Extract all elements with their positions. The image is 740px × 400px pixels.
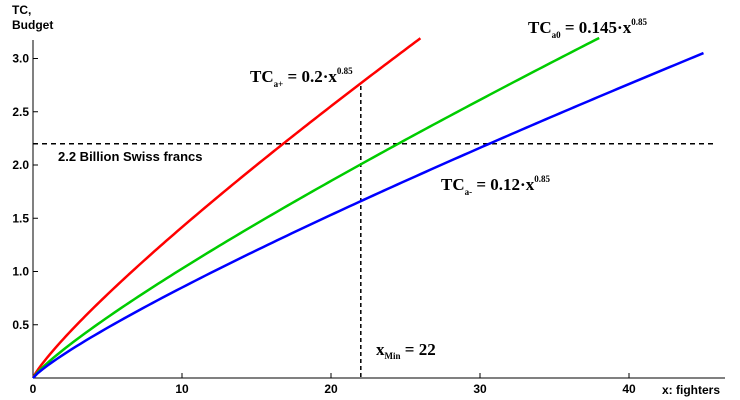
series-green-label-sub: a0 [552,30,562,40]
series-line-1 [32,36,600,379]
series-red-label-main: TC [250,67,274,86]
series-red-label: TCa+ = 0.2·x0.85 [250,66,353,89]
x-tick-label: 30 [473,382,487,396]
x-axis-label: x: fighters [662,383,720,397]
series-green-label: TCa0 = 0.145·x0.85 [528,17,647,40]
series-blue-label-sup: 0.85 [534,174,550,184]
y-tick-label: 2.0 [12,158,29,172]
series-lines [31,36,704,379]
tick-group: 0 10 20 30 40 0.5 1.0 1.5 2.0 2.5 3.0 [12,52,636,397]
series-blue-label-main: TC [441,175,465,194]
series-blue-label-rest: = 0.12·x [472,175,535,194]
series-red-label-sup: 0.85 [337,66,353,76]
x-tick-label: 10 [175,382,189,396]
budget-line-label: 2.2 Billion Swiss francs [58,149,203,164]
series-red-label-rest: = 0.2·x [283,67,337,86]
series-line-0 [31,37,422,379]
series-blue-label: TCa- = 0.12·x0.85 [441,174,550,197]
series-red-label-sub: a+ [274,79,284,89]
x-min-label-rest: = 22 [401,340,436,359]
series-green-label-sup: 0.85 [631,17,647,27]
y-axis-label-line1: TC, [12,3,31,17]
y-axis-label-line2: Budget [12,18,53,32]
x-tick-label: 0 [30,382,37,396]
x-min-label-main: x [376,340,385,359]
reference-lines [33,86,716,378]
y-tick-label: 3.0 [12,52,29,66]
series-line-2 [32,51,704,379]
y-tick-label: 2.5 [12,105,29,119]
x-tick-label: 40 [622,382,636,396]
series-green-label-rest: = 0.145·x [561,18,632,37]
y-tick-label: 1.0 [12,265,29,279]
series-green-label-main: TC [528,18,552,37]
y-tick-label: 0.5 [12,318,29,332]
x-min-label: xMin = 22 [376,340,436,361]
x-tick-label: 20 [324,382,338,396]
y-tick-label: 1.5 [12,211,29,225]
series-blue-label-sub: a- [465,187,473,197]
x-min-label-sub: Min [385,351,401,361]
